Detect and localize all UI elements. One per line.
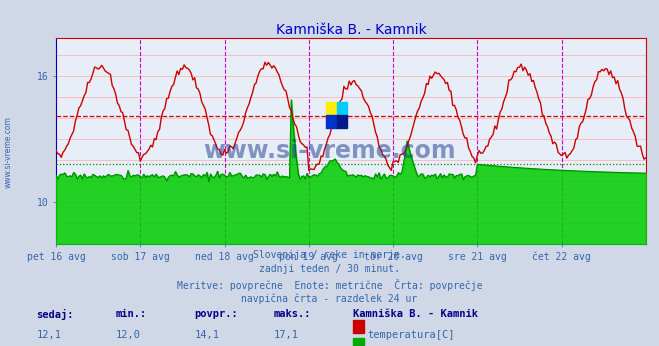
Text: 12,0: 12,0	[115, 330, 140, 340]
Text: www.si-vreme.com: www.si-vreme.com	[4, 116, 13, 188]
Text: temperatura[C]: temperatura[C]	[367, 330, 455, 340]
Text: Meritve: povprečne  Enote: metrične  Črta: povprečje: Meritve: povprečne Enote: metrične Črta:…	[177, 279, 482, 291]
Text: 17,1: 17,1	[273, 330, 299, 340]
Text: 14,1: 14,1	[194, 330, 219, 340]
Text: Slovenija / reke in morje.: Slovenija / reke in morje.	[253, 250, 406, 260]
Text: povpr.:: povpr.:	[194, 309, 238, 319]
Text: 12,1: 12,1	[36, 330, 61, 340]
Text: sedaj:: sedaj:	[36, 309, 74, 320]
Text: Kamniška B. - Kamnik: Kamniška B. - Kamnik	[353, 309, 478, 319]
Text: maks.:: maks.:	[273, 309, 311, 319]
Text: min.:: min.:	[115, 309, 146, 319]
Text: www.si-vreme.com: www.si-vreme.com	[203, 138, 456, 163]
Title: Kamniška B. - Kamnik: Kamniška B. - Kamnik	[275, 23, 426, 37]
Text: navpična črta - razdelek 24 ur: navpična črta - razdelek 24 ur	[241, 293, 418, 304]
Text: zadnji teden / 30 minut.: zadnji teden / 30 minut.	[259, 264, 400, 274]
